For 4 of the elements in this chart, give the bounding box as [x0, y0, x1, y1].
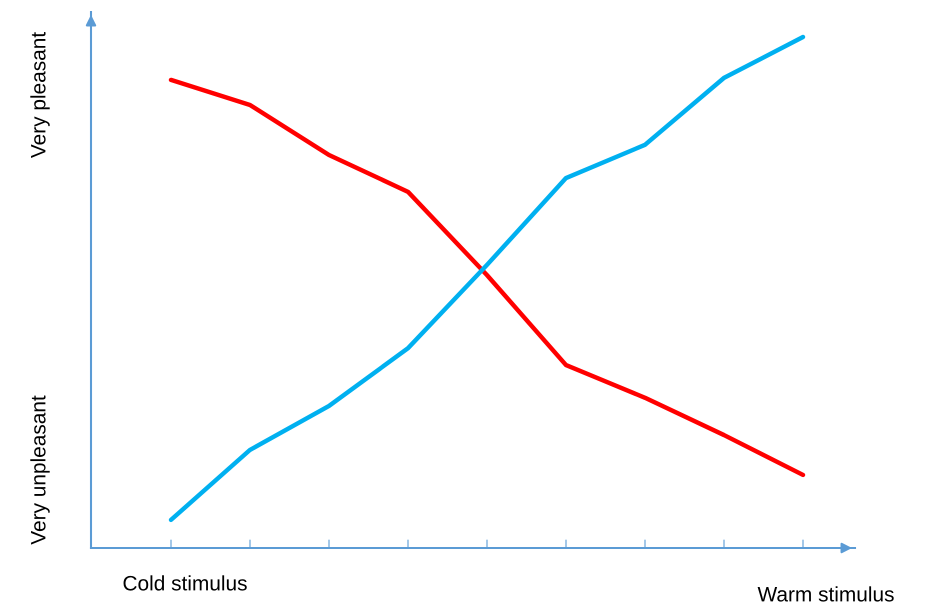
- text: Warm stimulus: [758, 586, 894, 602]
- y-axis-title: Very unpleasant: [30, 395, 50, 545]
- x-axis-title: Cold stimulus: [124, 575, 247, 591]
- text: Very pleasant: [30, 32, 50, 158]
